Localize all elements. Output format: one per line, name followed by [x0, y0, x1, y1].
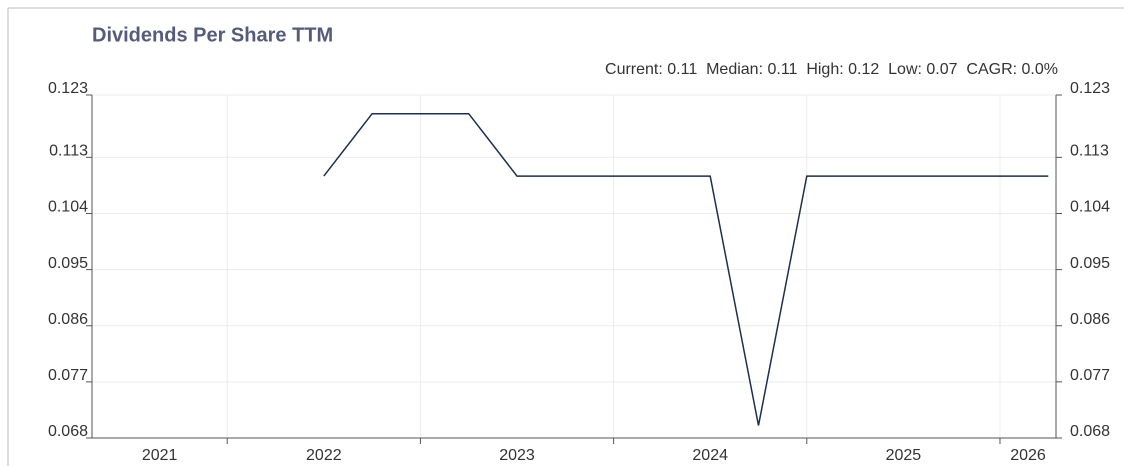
y-tick-label: 0.123	[48, 80, 88, 97]
x-tick-label: 2025	[886, 447, 922, 464]
chart-subtitle: Current: 0.11 Median: 0.11 High: 0.12 Lo…	[605, 61, 1058, 78]
y2-tick-label: 0.086	[1070, 311, 1110, 328]
y-tick-label: 0.068	[48, 423, 88, 440]
y2-tick-label: 0.123	[1070, 80, 1110, 97]
x-tick-label: 2021	[142, 447, 178, 464]
chart-title: Dividends Per Share TTM	[92, 24, 333, 46]
y2-tick-label: 0.077	[1070, 367, 1110, 384]
y-tick-label: 0.104	[48, 199, 88, 216]
y2-tick-label: 0.095	[1070, 255, 1110, 272]
x-tick-label: 2023	[499, 447, 535, 464]
y-tick-label: 0.086	[48, 311, 88, 328]
x-tick-label: 2026	[1010, 447, 1046, 464]
x-tick-label: 2022	[306, 447, 342, 464]
x-tick-label: 2024	[692, 447, 728, 464]
data-line	[323, 112, 1049, 426]
y-tick-label: 0.113	[49, 143, 88, 160]
y2-tick-label: 0.104	[1070, 199, 1110, 216]
y2-tick-label: 0.068	[1070, 423, 1110, 440]
y-tick-label: 0.095	[48, 255, 88, 272]
y-tick-label: 0.077	[48, 367, 88, 384]
y2-tick-label: 0.113	[1070, 143, 1109, 160]
